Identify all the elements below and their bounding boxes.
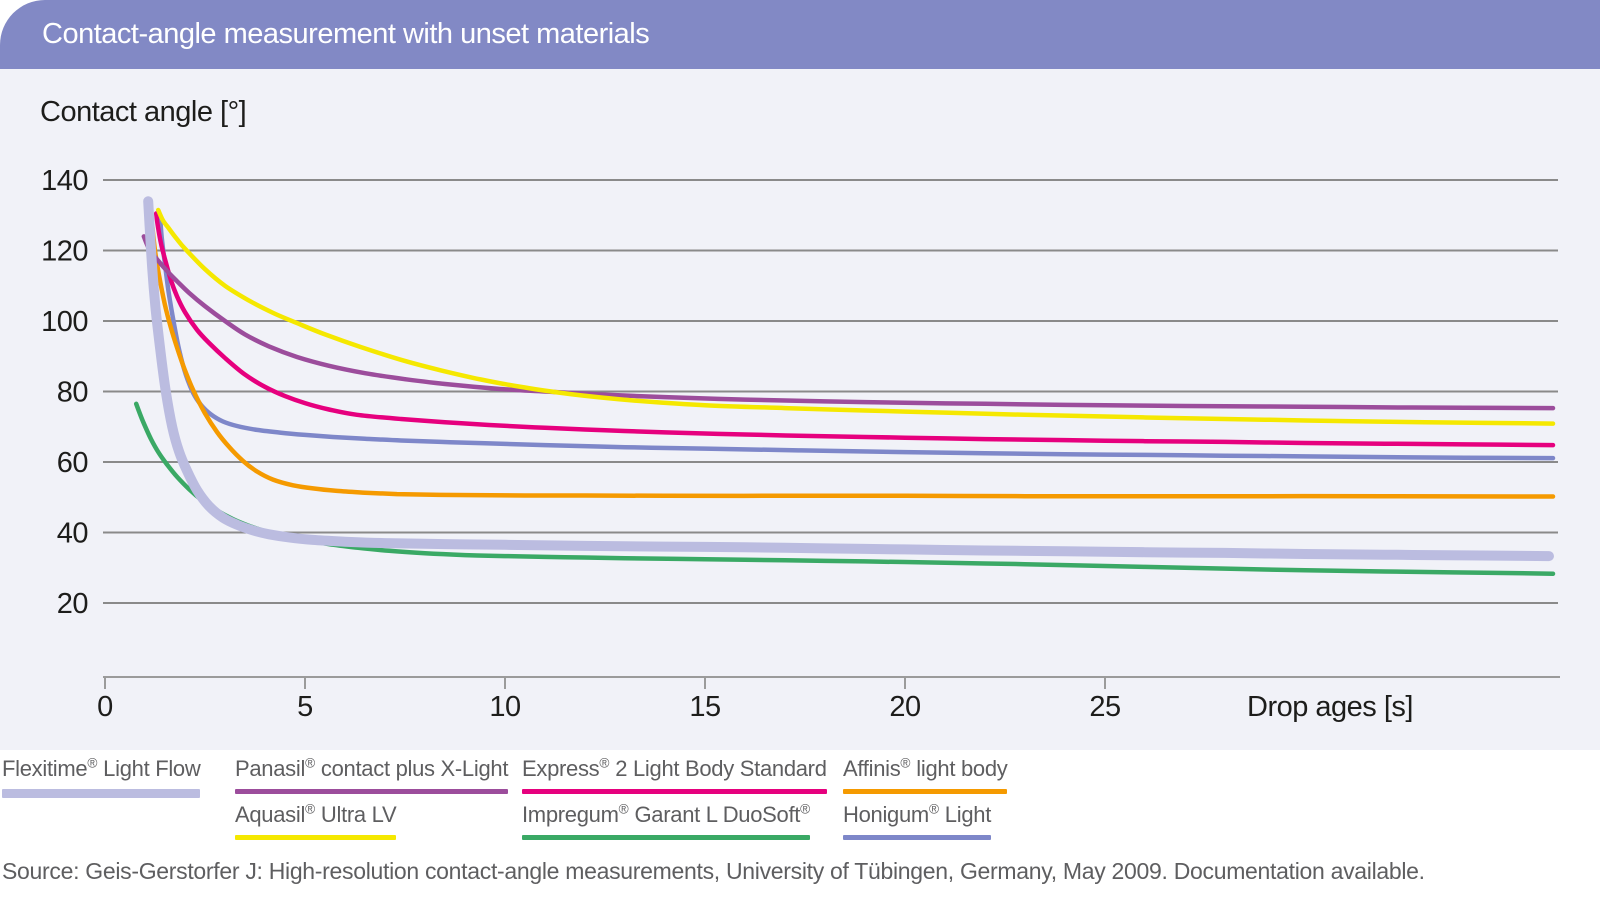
legend-swatch-panasil: [235, 789, 509, 795]
legend-label-affinis: Affinis® light body: [843, 756, 1008, 782]
series-affinis-line: [149, 223, 1556, 499]
legend-label-aquasil: Aquasil® Ultra LV: [235, 802, 397, 828]
legend-swatch-aquasil: [235, 835, 397, 841]
legend-item-honigum: Honigum® Light: [843, 802, 992, 841]
legend-swatch-impregum: [522, 835, 811, 841]
x-tick-label: 5: [297, 691, 313, 723]
header-bar: Contact-angle measurement with unset mat…: [0, 0, 1600, 69]
series-flexitime-line: [143, 196, 1554, 562]
legend-item-flexitime: Flexitime® Light Flow: [2, 756, 201, 799]
series-express-line: [153, 211, 1556, 448]
legend-swatch-express: [522, 789, 827, 795]
legend-item-panasil: Panasil® contact plus X-Light: [235, 756, 509, 795]
legend-item-affinis: Affinis® light body: [843, 756, 1008, 795]
legend-label-honigum: Honigum® Light: [843, 802, 992, 828]
legend-label-express: Express® 2 Light Body Standard: [522, 756, 827, 782]
x-tick-label: 25: [1089, 691, 1120, 723]
y-tick-label: 120: [41, 236, 88, 268]
series-aquasil-line: [155, 207, 1556, 426]
y-tick-label: 40: [57, 518, 88, 550]
legend-label-impregum: Impregum® Garant L DuoSoft®: [522, 802, 811, 828]
x-tick-label: 20: [889, 691, 920, 723]
y-tick-label: 20: [57, 588, 88, 620]
x-tick-label: 10: [489, 691, 520, 723]
y-axis-title: Contact angle [°]: [40, 96, 247, 128]
x-tick-label: 0: [97, 691, 113, 723]
legend-label-panasil: Panasil® contact plus X-Light: [235, 756, 509, 782]
series-impregum-line: [133, 401, 1556, 576]
legend-label-flexitime: Flexitime® Light Flow: [2, 756, 201, 782]
legend-swatch-affinis: [843, 789, 1008, 795]
x-axis-title: Drop ages [s]: [1247, 691, 1413, 723]
legend-swatch-honigum: [843, 835, 992, 841]
legend-swatch-flexitime: [2, 789, 201, 799]
x-tick-label: 15: [689, 691, 720, 723]
y-tick-label: 80: [57, 377, 88, 409]
legend-item-aquasil: Aquasil® Ultra LV: [235, 802, 397, 841]
series-panasil-line: [141, 234, 1556, 411]
legend-item-impregum: Impregum® Garant L DuoSoft®: [522, 802, 811, 841]
page-title: Contact-angle measurement with unset mat…: [42, 18, 650, 50]
source-citation: Source: Geis-Gerstorfer J: High-resoluti…: [2, 858, 1425, 884]
y-tick-label: 100: [41, 306, 88, 338]
y-tick-label: 140: [41, 165, 88, 197]
legend-item-express: Express® 2 Light Body Standard: [522, 756, 827, 795]
y-tick-label: 60: [57, 447, 88, 479]
